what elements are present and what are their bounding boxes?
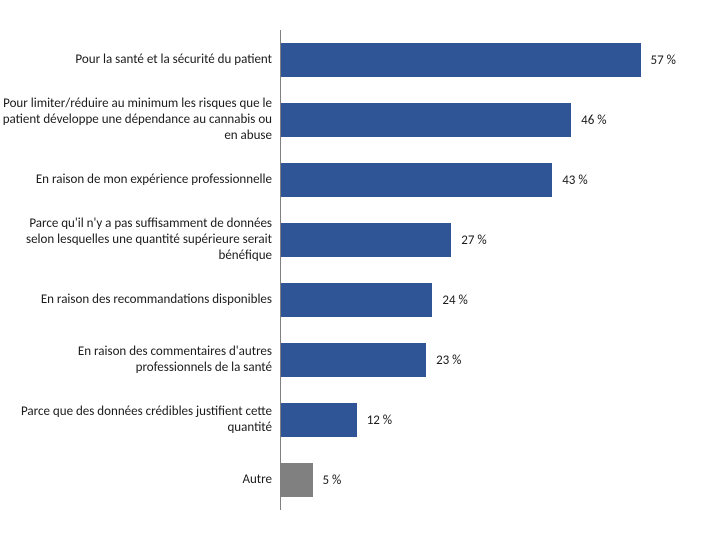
bar-area: 5 % [280,450,690,510]
bar [281,163,552,197]
bar-area: 57 % [280,30,690,90]
bar [281,223,451,257]
bar-area: 46 % [280,90,690,150]
bar-row: Pour limiter/réduire au minimum les risq… [0,90,690,150]
bar [281,43,641,77]
bar [281,283,432,317]
bar [281,103,571,137]
bar-area: 12 % [280,390,690,450]
bar-row: Parce que des données crédibles justifie… [0,390,690,450]
bar-value-label: 5 % [323,473,342,488]
category-label: Parce qu'il n'y a pas suffisamment de do… [0,216,280,265]
bar [281,463,313,497]
bar-value-label: 43 % [562,173,587,188]
bar-value-label: 57 % [651,53,676,68]
bar [281,403,357,437]
bar-row: Autre 5 % [0,450,690,510]
bar-row: En raison des recommandations disponible… [0,270,690,330]
bar-row: En raison des commentaires d'autres prof… [0,330,690,390]
bar-area: 27 % [280,210,690,270]
bar-value-label: 12 % [367,413,392,428]
horizontal-bar-chart: Pour la santé et la sécurité du patient 5… [0,0,720,540]
category-label: Autre [0,472,280,488]
category-label: En raison des commentaires d'autres prof… [0,344,280,377]
chart-plot-area: Pour la santé et la sécurité du patient 5… [0,30,690,510]
bar-row: Pour la santé et la sécurité du patient 5… [0,30,690,90]
bar-area: 43 % [280,150,690,210]
category-label: En raison de mon expérience professionne… [0,172,280,188]
category-label: Pour limiter/réduire au minimum les risq… [0,96,280,145]
bar-value-label: 27 % [461,233,486,248]
bar-area: 24 % [280,270,690,330]
category-label: En raison des recommandations disponible… [0,292,280,308]
bar-row: En raison de mon expérience professionne… [0,150,690,210]
bar-row: Parce qu'il n'y a pas suffisamment de do… [0,210,690,270]
bar-value-label: 24 % [442,293,467,308]
bar [281,343,426,377]
category-label: Parce que des données crédibles justifie… [0,404,280,437]
bar-area: 23 % [280,330,690,390]
category-label: Pour la santé et la sécurité du patient [0,52,280,68]
bar-value-label: 23 % [436,353,461,368]
bar-value-label: 46 % [581,113,606,128]
